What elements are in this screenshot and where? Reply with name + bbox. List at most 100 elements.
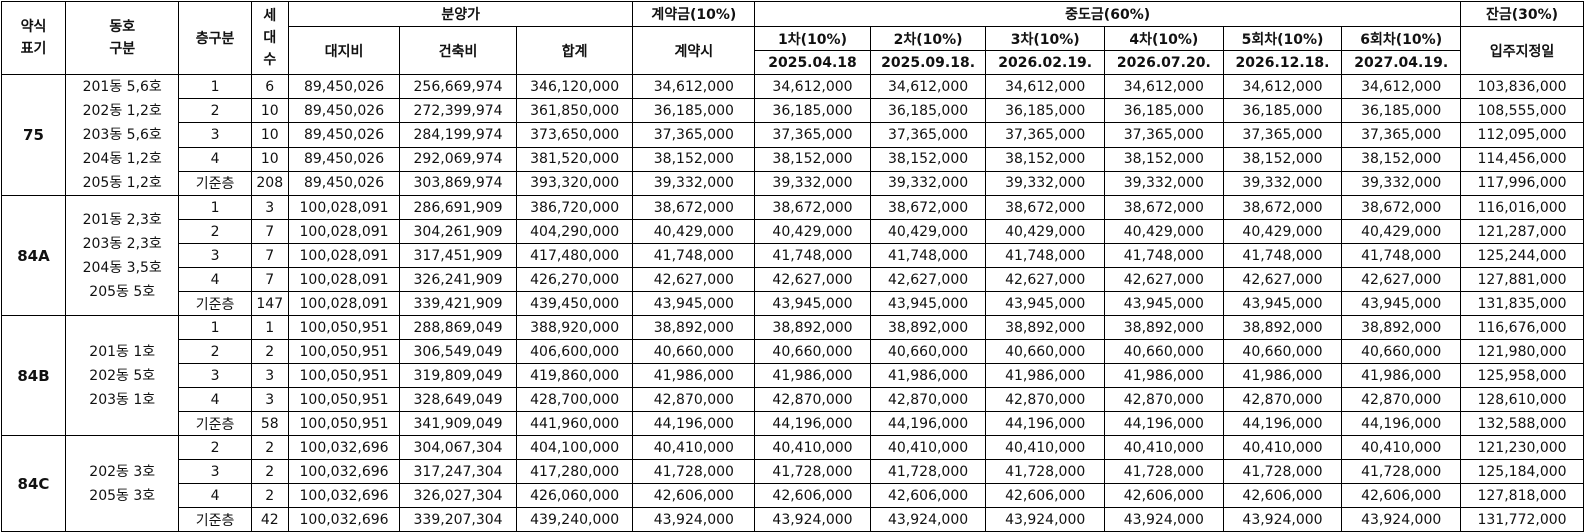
interim-payment-1-cell: 40,429,000: [754, 219, 871, 244]
floor-cell: 기준층: [178, 291, 252, 316]
interim-payment-4-cell: 40,429,000: [1104, 219, 1224, 244]
land-cost-cell: 89,450,026: [287, 122, 401, 148]
total-price-cell: 386,720,000: [515, 195, 634, 220]
interim-payment-5-cell: 41,728,000: [1222, 459, 1343, 484]
interim-payment-1-cell: 38,672,000: [754, 195, 871, 220]
land-cost-cell: 100,028,091: [287, 219, 401, 244]
interim-payment-6-cell: 41,748,000: [1341, 243, 1462, 268]
table-row: 기준층 42 100,032,696 339,207,304 439,240,000 43…: [2, 507, 1584, 532]
dong-item: 205동 1,2호: [82, 175, 162, 191]
building-cost-cell: 339,207,304: [399, 507, 517, 532]
households-cell: 10: [250, 98, 289, 124]
balance-payment-cell: 121,230,000: [1460, 435, 1584, 460]
land-cost-cell: 100,050,951: [287, 411, 401, 436]
building-cost-cell: 304,261,909: [399, 219, 517, 244]
contract-payment-cell: 42,627,000: [632, 267, 756, 292]
balance-payment-cell: 127,881,000: [1460, 267, 1584, 292]
interim-payment-3-cell: 41,986,000: [985, 363, 1106, 388]
total-price-cell: 441,960,000: [515, 411, 634, 436]
header-households: 세 대 수: [250, 1, 289, 75]
land-cost-cell: 100,032,696: [287, 435, 401, 460]
interim-payment-3-cell: 38,892,000: [985, 315, 1106, 340]
table-row: 4 10 89,450,026 292,069,974 381,520,000 38,15…: [2, 146, 1584, 172]
table-row: 기준층 208 89,450,026 303,869,974 393,320,000 39…: [2, 170, 1584, 197]
dong-item: 204동 1,2호: [82, 151, 162, 167]
interim-payment-5-cell: 44,196,000: [1222, 411, 1343, 436]
total-price-cell: 404,290,000: [515, 219, 634, 244]
interim-payment-2-cell: 36,185,000: [869, 98, 987, 124]
interim-payment-6-cell: 38,672,000: [1341, 195, 1462, 220]
interim-payment-2-cell: 41,986,000: [869, 363, 987, 388]
header-floor: 층구분: [178, 1, 252, 75]
contract-payment-cell: 38,892,000: [632, 315, 756, 340]
interim-payment-6-cell: 40,660,000: [1341, 339, 1462, 364]
floor-cell: 기준층: [178, 170, 252, 197]
dong-list-cell: 201동 1호 202동 5호 203동 1호: [64, 315, 180, 436]
interim-payment-4-cell: 38,152,000: [1104, 146, 1224, 172]
households-cell: 42: [250, 507, 289, 532]
dong-list-cell: 201동 5,6호 202동 1,2호 203동 5,6호 204동 1,2호 205동…: [64, 74, 180, 196]
interim-payment-6-cell: 42,627,000: [1341, 267, 1462, 292]
households-cell: 10: [250, 122, 289, 148]
interim-payment-2-cell: 41,748,000: [869, 243, 987, 268]
contract-payment-cell: 40,660,000: [632, 339, 756, 364]
households-cell: 7: [250, 267, 289, 292]
contract-payment-cell: 42,870,000: [632, 387, 756, 412]
interim-payment-2-cell: 42,870,000: [869, 387, 987, 412]
households-cell: 3: [250, 195, 289, 220]
building-cost-cell: 284,199,974: [399, 122, 517, 148]
floor-cell: 3: [178, 459, 252, 484]
interim-payment-3-cell: 40,410,000: [985, 435, 1106, 460]
interim-payment-4-cell: 39,332,000: [1104, 170, 1224, 197]
interim-payment-1-cell: 39,332,000: [754, 170, 871, 197]
interim-payment-1-cell: 42,606,000: [754, 483, 871, 508]
table-row: 기준층 58 100,050,951 341,909,049 441,960,000 44…: [2, 411, 1584, 436]
header-interim-round-2: 2차(10%): [869, 26, 987, 51]
floor-cell: 4: [178, 387, 252, 412]
interim-payment-2-cell: 39,332,000: [869, 170, 987, 197]
interim-payment-2-cell: 38,892,000: [869, 315, 987, 340]
dong-list-cell: 202동 3호 205동 3호: [64, 435, 180, 532]
balance-payment-cell: 103,836,000: [1460, 73, 1584, 100]
building-cost-cell: 256,669,974: [399, 73, 517, 100]
households-cell: 7: [250, 243, 289, 268]
balance-payment-cell: 117,996,000: [1460, 170, 1584, 197]
interim-payment-2-cell: 37,365,000: [869, 122, 987, 148]
interim-payment-6-cell: 42,870,000: [1341, 387, 1462, 412]
households-cell: 58: [250, 411, 289, 436]
interim-payment-2-cell: 43,924,000: [869, 507, 987, 532]
floor-cell: 1: [178, 315, 252, 340]
interim-payment-2-cell: 44,196,000: [869, 411, 987, 436]
interim-payment-3-cell: 39,332,000: [985, 170, 1106, 197]
land-cost-cell: 89,450,026: [287, 73, 401, 100]
interim-payment-5-cell: 39,332,000: [1222, 170, 1343, 197]
header-interim-round-5: 5회차(10%): [1222, 26, 1343, 51]
interim-payment-5-cell: 37,365,000: [1222, 122, 1343, 148]
building-cost-cell: 292,069,974: [399, 146, 517, 172]
contract-payment-cell: 38,672,000: [632, 195, 756, 220]
interim-payment-5-cell: 38,672,000: [1222, 195, 1343, 220]
table-row: 75 201동 5,6호 202동 1,2호 203동 5,6호 204동 1,2호 20…: [1, 73, 1584, 196]
households-cell: 7: [250, 219, 289, 244]
land-cost-cell: 100,050,951: [287, 339, 401, 364]
households-cell: 2: [250, 435, 289, 460]
interim-payment-5-cell: 42,606,000: [1222, 483, 1343, 508]
interim-payment-5-cell: 38,152,000: [1222, 146, 1343, 172]
households-cell: 147: [250, 291, 289, 316]
interim-payment-2-cell: 42,627,000: [869, 267, 987, 292]
balance-payment-cell: 127,818,000: [1460, 483, 1584, 508]
balance-payment-cell: 108,555,000: [1460, 98, 1584, 124]
interim-payment-3-cell: 34,612,000: [985, 73, 1106, 100]
header-sale-price: 분양가: [287, 1, 634, 27]
dong-item: 202동 1,2호: [82, 103, 162, 119]
interim-payment-6-cell: 38,152,000: [1341, 146, 1462, 172]
contract-payment-cell: 41,728,000: [632, 459, 756, 484]
interim-payment-2-cell: 40,660,000: [869, 339, 987, 364]
building-cost-cell: 303,869,974: [399, 170, 517, 197]
building-cost-cell: 317,247,304: [399, 459, 517, 484]
households-cell: 6: [250, 73, 289, 100]
land-cost-cell: 100,028,091: [287, 291, 401, 316]
interim-payment-3-cell: 42,606,000: [985, 483, 1106, 508]
interim-payment-4-cell: 42,627,000: [1104, 267, 1224, 292]
